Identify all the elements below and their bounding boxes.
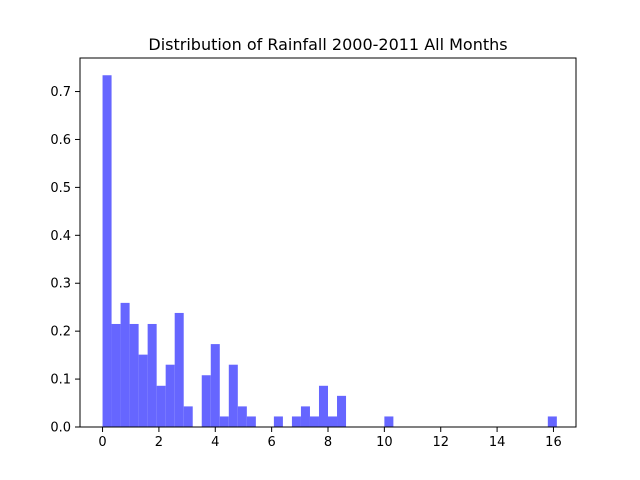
y-tick-label: 0.3: [50, 277, 71, 292]
histogram-bar: [120, 302, 130, 427]
x-tick-label: 12: [432, 435, 449, 450]
histogram-bar: [219, 416, 229, 427]
histogram-bar: [246, 416, 256, 427]
histogram-bar: [309, 416, 319, 427]
axes-layer: 0 2 4 6 8 10 12 14 16 0.0 0.1 0.2 0.3 0.4 0.5 0.6 0.7: [50, 57, 577, 450]
histogram-bar: [174, 312, 184, 427]
x-tick-label: 6: [267, 435, 275, 450]
y-tick-label: 0.6: [50, 133, 71, 148]
histogram-bar: [147, 323, 157, 427]
histogram-bar: [228, 364, 238, 427]
histogram-bar: [201, 375, 211, 427]
histogram-bar: [111, 323, 121, 427]
y-tick-label: 0.4: [50, 229, 71, 244]
x-tick-label: 2: [155, 435, 163, 450]
histogram-bar: [102, 75, 112, 427]
histogram-bar: [318, 385, 328, 427]
x-tick-label: 16: [545, 435, 562, 450]
histogram-bar: [237, 406, 247, 427]
histogram-bar: [156, 385, 166, 427]
y-tick-label: 0.0: [50, 421, 71, 436]
y-tick-label: 0.2: [50, 325, 71, 340]
histogram-bar: [547, 416, 557, 427]
histogram-bar: [183, 406, 193, 427]
x-tick-label: 4: [211, 435, 219, 450]
histogram-bar: [129, 323, 139, 427]
chart-title: Distribution of Rainfall 2000-2011 All M…: [148, 35, 507, 54]
y-tick-label: 0.5: [50, 181, 71, 196]
x-tick-label: 8: [324, 435, 332, 450]
bars-layer: [102, 75, 557, 427]
histogram-bar: [328, 416, 338, 427]
histogram-bar: [273, 416, 283, 427]
y-tick-label: 0.1: [50, 373, 71, 388]
histogram-bar: [138, 354, 148, 427]
histogram-bar: [165, 364, 175, 427]
histogram-bar: [210, 344, 220, 427]
y-tick-label: 0.7: [50, 85, 71, 100]
histogram-bar: [337, 395, 347, 427]
histogram-bar: [300, 406, 310, 427]
histogram-bar: [291, 416, 301, 427]
x-tick-label: 14: [489, 435, 506, 450]
histogram-bar: [384, 416, 394, 427]
x-tick-label: 10: [376, 435, 393, 450]
x-tick-label: 0: [98, 435, 106, 450]
